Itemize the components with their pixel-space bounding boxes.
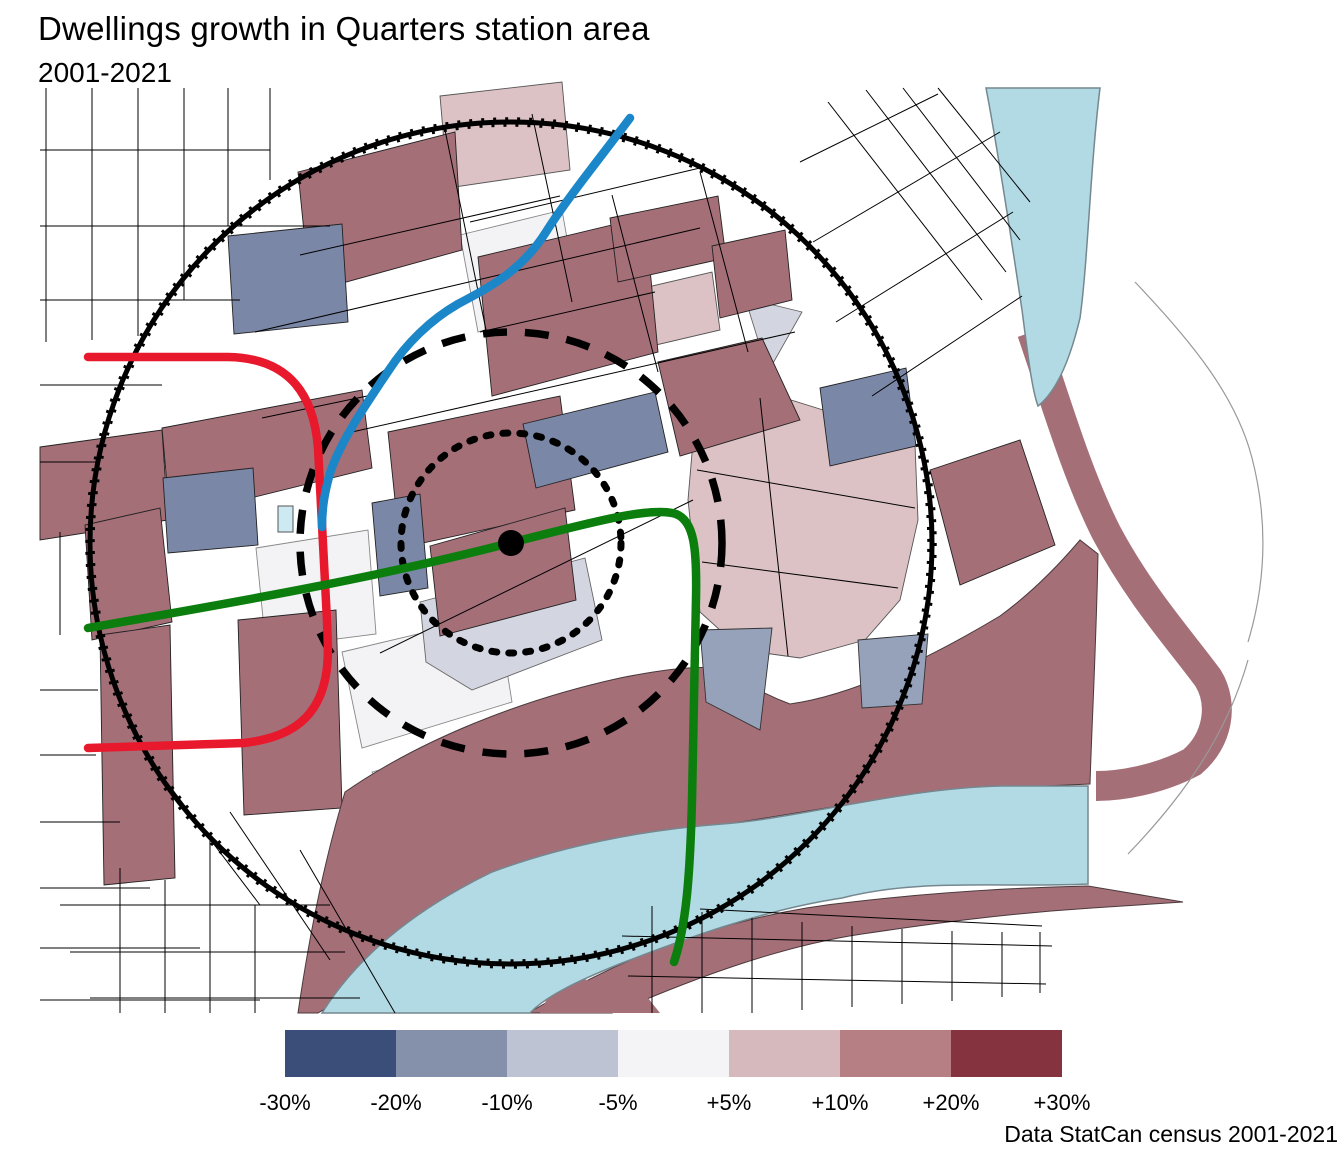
legend-swatch-1 bbox=[396, 1030, 507, 1077]
legend-label-2: -10% bbox=[481, 1090, 533, 1115]
red-transit-line bbox=[83, 352, 333, 753]
legend-label-7: +30% bbox=[1033, 1090, 1091, 1115]
data-attribution: Data StatCan census 2001-2021 bbox=[1004, 1121, 1338, 1147]
pool bbox=[277, 505, 294, 533]
legend-swatch-6 bbox=[951, 1030, 1062, 1077]
street-network bbox=[40, 87, 1053, 1014]
legend-swatch-0 bbox=[285, 1030, 396, 1077]
moderate-decline-blocks bbox=[699, 627, 929, 731]
legend-label-5: +10% bbox=[811, 1090, 869, 1115]
legend-label-4: +5% bbox=[706, 1090, 752, 1115]
strong-growth-blocks bbox=[39, 131, 1056, 886]
river-upper-reach bbox=[985, 87, 1101, 408]
legend-swatch-3 bbox=[618, 1030, 729, 1077]
outer-buffer-ring bbox=[85, 117, 937, 969]
inner-buffer-ring bbox=[397, 429, 625, 657]
transit-lines bbox=[83, 113, 701, 967]
legend-label-6: +20% bbox=[922, 1090, 980, 1115]
station-dot bbox=[498, 530, 524, 556]
legend-label-0: -30% bbox=[259, 1090, 311, 1115]
legend-label-1: -20% bbox=[370, 1090, 422, 1115]
green-transit-line bbox=[83, 507, 701, 967]
legend-swatch-5 bbox=[840, 1030, 951, 1077]
map-subtitle: 2001-2021 bbox=[38, 57, 172, 88]
map-title: Dwellings growth in Quarters station are… bbox=[38, 10, 650, 47]
mild-growth-blocks bbox=[439, 81, 919, 659]
legend-swatches bbox=[285, 1030, 1062, 1077]
river-lower-reach bbox=[320, 785, 1089, 1014]
legend-label-3: -5% bbox=[598, 1090, 638, 1115]
blue-transit-line bbox=[317, 113, 635, 532]
legend-swatch-4 bbox=[729, 1030, 840, 1077]
strong-decline-blocks bbox=[162, 223, 917, 597]
valley-edge-paths bbox=[1127, 281, 1264, 855]
river bbox=[320, 87, 1101, 1014]
header: Dwellings growth in Quarters station are… bbox=[38, 10, 650, 89]
legend-swatch-2 bbox=[507, 1030, 618, 1077]
buffer-rings bbox=[85, 117, 937, 969]
middle-buffer-ring bbox=[296, 328, 726, 758]
